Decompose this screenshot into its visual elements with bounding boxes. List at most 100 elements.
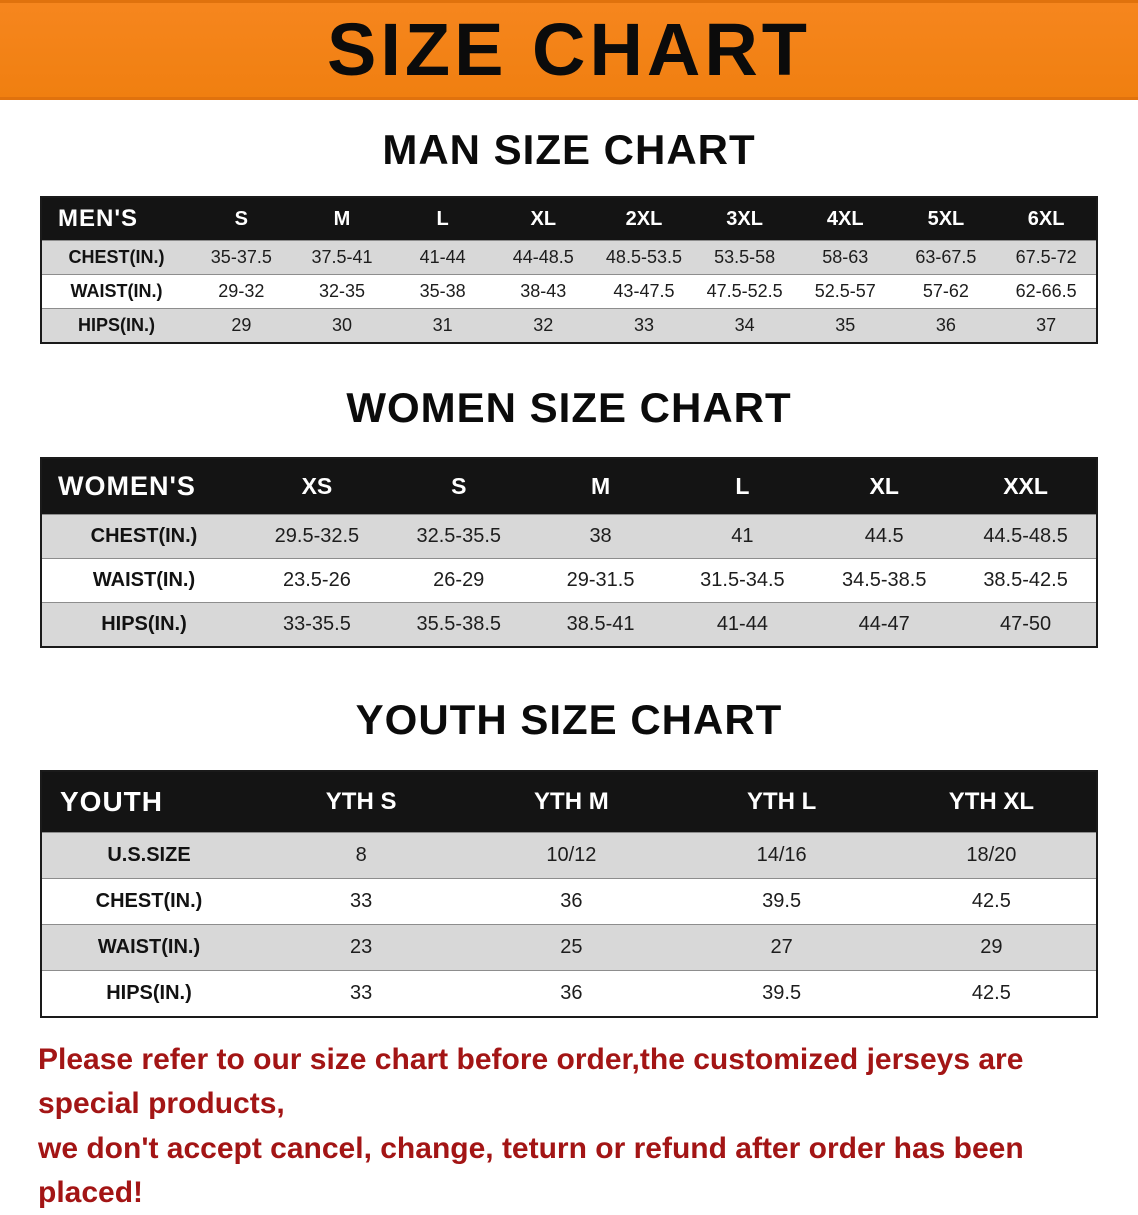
- size-value: 37: [1036, 315, 1057, 336]
- size-value: 42.5: [971, 889, 1011, 912]
- size-value: 52.5-57: [814, 281, 876, 302]
- women-size-table: WOMEN'S XS S M L XL XXL CHEST(IN.) 29.5-32.5 32.5…: [40, 456, 1098, 648]
- size-column-header: YTH S: [256, 770, 467, 833]
- banner: SIZE CHART: [0, 0, 1138, 100]
- size-column-header: 4XL: [794, 197, 896, 241]
- table-header-row: WOMEN'S XS S M L XL XXL: [41, 457, 1097, 515]
- size-value: 36: [935, 315, 956, 336]
- size-value: 38.5-42.5: [983, 568, 1068, 591]
- size-value: 33-35.5: [282, 612, 351, 635]
- size-column-header: 6XL: [996, 197, 1097, 241]
- size-value: 44-48.5: [512, 247, 574, 268]
- size-value: 58-63: [822, 247, 869, 268]
- size-value: 67.5-72: [1015, 247, 1077, 268]
- disclaimer: Please refer to our size chart before or…: [0, 1038, 1138, 1215]
- disclaimer-line-2: we don't accept cancel, change, teturn o…: [38, 1131, 1024, 1210]
- row-label: HIPS(IN.): [106, 981, 192, 1004]
- size-value: 43-47.5: [613, 281, 675, 302]
- size-value: 29: [231, 315, 252, 336]
- size-value: 48.5-53.5: [605, 247, 682, 268]
- size-value: 33: [350, 889, 373, 912]
- size-column-header: L: [671, 457, 814, 515]
- size-value: 47-50: [999, 612, 1052, 635]
- page-title: SIZE CHART: [327, 8, 811, 91]
- size-value: 32.5-35.5: [416, 524, 501, 547]
- youth-section-heading: YOUTH SIZE CHART: [355, 695, 783, 743]
- table-row: U.S.SIZE 8 10/12 14/16 18/20: [41, 832, 1097, 879]
- size-value: 47.5-52.5: [706, 281, 783, 302]
- size-value: 10/12: [546, 843, 597, 866]
- size-value: 30: [331, 315, 352, 336]
- size-value: 63-67.5: [915, 247, 977, 268]
- table-row: WAIST(IN.) 23.5-26 26-29 29-31.5 31.5-34.5 34…: [41, 558, 1097, 603]
- size-column-header: YTH M: [466, 770, 677, 833]
- size-column-header: 5XL: [895, 197, 997, 241]
- women-section-heading: WOMEN SIZE CHART: [346, 384, 792, 432]
- row-label: CHEST(IN.): [68, 247, 165, 268]
- size-value: 34.5-38.5: [841, 568, 927, 591]
- men-section-heading: MAN SIZE CHART: [382, 126, 756, 173]
- size-value: 18/20: [966, 843, 1017, 866]
- size-value: 23.5-26: [282, 568, 351, 591]
- size-value: 32: [533, 315, 554, 336]
- table-row: WAIST(IN.) 29-32 32-35 35-38 38-43 43-47.5 47.…: [41, 274, 1097, 309]
- women-size-section: WOMEN SIZE CHART WOMEN'S XS S M L XL XXL CHEST(…: [0, 384, 1138, 648]
- table-row: WAIST(IN.) 23 25 27 29: [41, 924, 1097, 971]
- youth-size-table: YOUTH YTH S YTH M YTH L YTH XL U.S.SIZE 8 10/12…: [40, 769, 1098, 1018]
- row-label: HIPS(IN.): [101, 612, 187, 635]
- size-column-header: M: [529, 457, 672, 515]
- size-value: 8: [355, 843, 367, 866]
- size-value: 41-44: [716, 612, 768, 635]
- row-label: CHEST(IN.): [95, 889, 203, 912]
- size-value: 44.5: [864, 524, 904, 547]
- table-header-row: MEN'S S M L XL 2XL 3XL 4XL 5XL 6XL: [41, 197, 1097, 241]
- size-value: 35: [835, 315, 856, 336]
- table-row: CHEST(IN.) 29.5-32.5 32.5-35.5 38 41 44.5 44.5…: [41, 514, 1097, 559]
- size-column-header: 2XL: [593, 197, 695, 241]
- size-column-header: M: [291, 197, 393, 241]
- size-column-header: S: [387, 457, 530, 515]
- size-value: 32-35: [318, 281, 365, 302]
- size-column-header: S: [191, 197, 292, 241]
- size-value: 23: [350, 935, 373, 958]
- size-value: 57-62: [922, 281, 969, 302]
- size-value: 27: [770, 935, 793, 958]
- table-title-cell: WOMEN'S: [41, 457, 246, 515]
- size-value: 35.5-38.5: [416, 612, 501, 635]
- size-value: 62-66.5: [1015, 281, 1077, 302]
- size-value: 14/16: [756, 843, 807, 866]
- size-value: 38-43: [520, 281, 567, 302]
- size-column-header: XL: [492, 197, 594, 241]
- size-value: 44-47: [858, 612, 910, 635]
- size-value: 41-44: [419, 247, 466, 268]
- size-value: 34: [734, 315, 755, 336]
- size-value: 31: [432, 315, 453, 336]
- size-value: 41: [731, 524, 754, 547]
- table-header-row: YOUTH YTH S YTH M YTH L YTH XL: [41, 770, 1097, 833]
- size-column-header: 3XL: [694, 197, 795, 241]
- table-title-cell: YOUTH: [41, 770, 256, 833]
- size-value: 38: [589, 524, 612, 547]
- size-column-header: XL: [813, 457, 956, 515]
- row-label: WAIST(IN.): [97, 935, 201, 958]
- size-value: 29: [980, 935, 1003, 958]
- size-value: 44.5-48.5: [983, 524, 1068, 547]
- size-value: 31.5-34.5: [700, 568, 785, 591]
- size-value: 39.5: [762, 889, 802, 912]
- men-size-table: MEN'S S M L XL 2XL 3XL 4XL 5XL 6XL CHEST(IN.) 35-37…: [40, 196, 1098, 345]
- size-value: 29.5-32.5: [274, 524, 360, 547]
- size-value: 29-32: [218, 281, 265, 302]
- size-value: 42.5: [971, 981, 1011, 1004]
- table-row: CHEST(IN.) 35-37.5 37.5-41 41-44 44-48.5 48.5…: [41, 240, 1097, 275]
- size-column-header: YTH XL: [886, 770, 1097, 833]
- size-value: 33: [350, 981, 373, 1004]
- size-value: 35-38: [419, 281, 466, 302]
- size-value: 26-29: [433, 568, 485, 591]
- size-value: 25: [560, 935, 583, 958]
- size-value: 38.5-41: [566, 612, 635, 635]
- size-column-header: L: [392, 197, 493, 241]
- men-size-section: MAN SIZE CHART MEN'S S M L XL 2XL 3XL 4XL 5XL 6XL…: [0, 126, 1138, 345]
- size-value: 33: [633, 315, 654, 336]
- size-value: 29-31.5: [566, 568, 635, 591]
